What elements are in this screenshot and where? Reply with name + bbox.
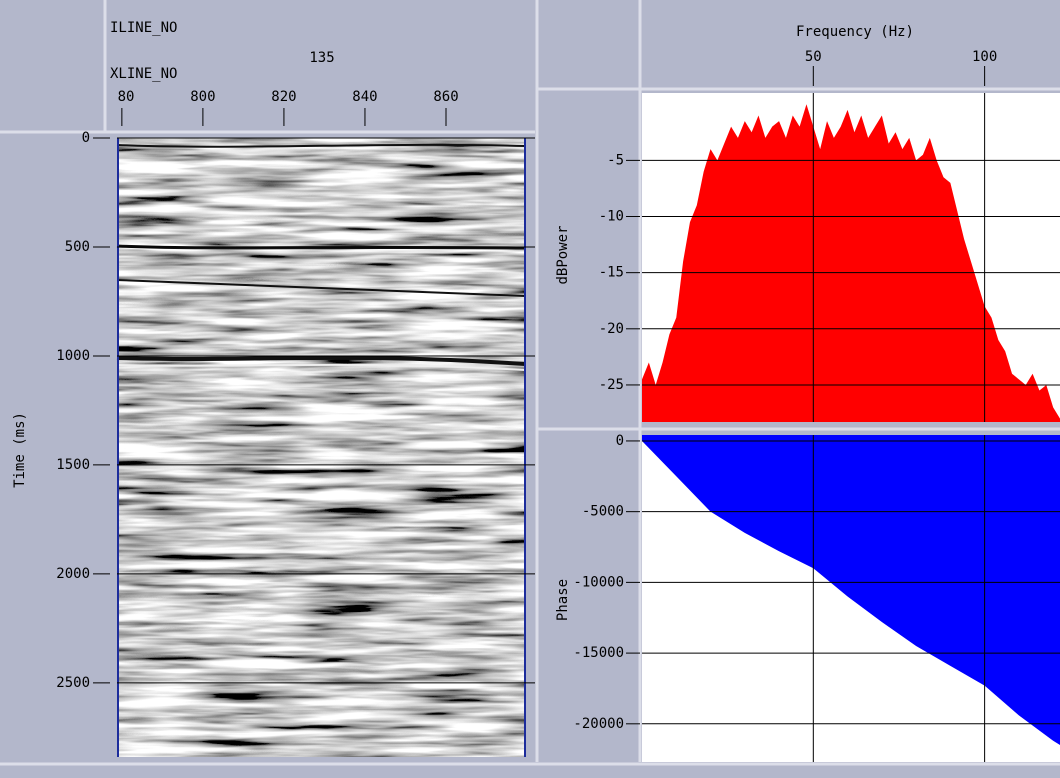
y-axis-label: Phase	[555, 579, 571, 621]
y-tick-label: -15000	[573, 645, 624, 661]
x-tick-label: 50	[805, 49, 822, 65]
y-tick-label: 0	[616, 433, 624, 449]
xline-axis: 780 800 820 840 860	[109, 89, 459, 105]
y-tick-label: -5	[607, 152, 624, 168]
y-tick-label: -20000	[573, 716, 624, 732]
x-tick-label: 780	[109, 89, 134, 105]
y-tick-label: 2000	[56, 566, 90, 582]
y-tick-label: -10	[599, 209, 624, 225]
y-axis-label: dBPower	[555, 225, 571, 284]
x-tick-label: 840	[352, 89, 377, 105]
x-tick-label: 100	[972, 49, 997, 65]
y-tick-label: -20	[599, 321, 624, 337]
iline-value: 135	[309, 50, 334, 66]
y-tick-label: -10000	[573, 574, 624, 590]
iline-label: ILINE_NO	[110, 20, 177, 36]
y-tick-label: 2500	[56, 675, 90, 691]
y-tick-label: 500	[65, 239, 90, 255]
y-axis-label: Time (ms)	[12, 412, 28, 488]
y-tick-label: -25	[599, 377, 624, 393]
xline-label: XLINE_NO	[110, 66, 177, 82]
seismic-texture	[117, 138, 525, 757]
x-tick-label: 820	[271, 89, 296, 105]
y-tick-label: -15	[599, 265, 624, 281]
y-tick-label: 0	[82, 130, 90, 146]
area	[642, 435, 1060, 746]
x-tick-label: 860	[433, 89, 458, 105]
y-tick-label: 1000	[56, 348, 90, 364]
y-tick-label: -5000	[582, 504, 624, 520]
x-tick-label: 800	[190, 89, 215, 105]
x-axis-label: Frequency (Hz)	[796, 24, 914, 40]
y-tick-label: 1500	[56, 457, 90, 473]
area	[642, 104, 1060, 422]
